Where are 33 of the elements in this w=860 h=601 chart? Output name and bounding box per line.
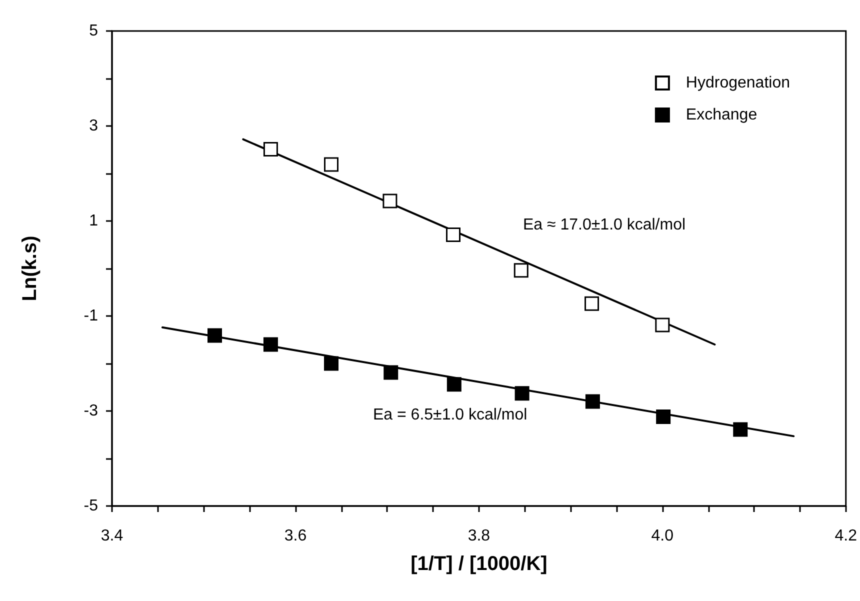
y-tick-label: 3 [89, 118, 98, 134]
point [514, 386, 530, 401]
point [585, 394, 600, 409]
y-tick-label: -5 [84, 498, 98, 514]
point [324, 356, 338, 371]
y-tick-label: 5 [89, 22, 98, 40]
point [655, 318, 670, 332]
y-tick-label: -3 [84, 402, 98, 420]
point [263, 142, 278, 157]
x-tick-label: 3.8 [468, 528, 490, 544]
point [514, 263, 528, 278]
point [446, 228, 461, 242]
point [584, 296, 600, 311]
point [446, 377, 462, 392]
x-tick-label: 4.2 [834, 528, 858, 544]
annotation: Ea = 6.5±1.0 kcal/mol [373, 406, 528, 424]
y-axis-title: Ln(k.s) [19, 236, 41, 302]
point [263, 337, 278, 352]
point [656, 409, 671, 424]
x-tick-label: 4.0 [651, 528, 674, 544]
annotation: Ea ≈ 17.0±1.0 kcal/mol [523, 216, 686, 234]
point [382, 194, 398, 208]
point [324, 157, 338, 172]
point [733, 422, 748, 437]
x-tick-label: 3.6 [284, 528, 307, 544]
legend-label: Hydrogenation [686, 74, 790, 92]
y-tick-label: 1 [89, 212, 98, 230]
x-tick-label: 3.4 [100, 528, 124, 544]
legend-label: Exchange [686, 106, 758, 124]
y-tick-label: -1 [84, 308, 98, 324]
point [207, 328, 222, 343]
x-axis-title: [1/T] / [1000/K] [410, 553, 548, 575]
point [384, 365, 398, 380]
